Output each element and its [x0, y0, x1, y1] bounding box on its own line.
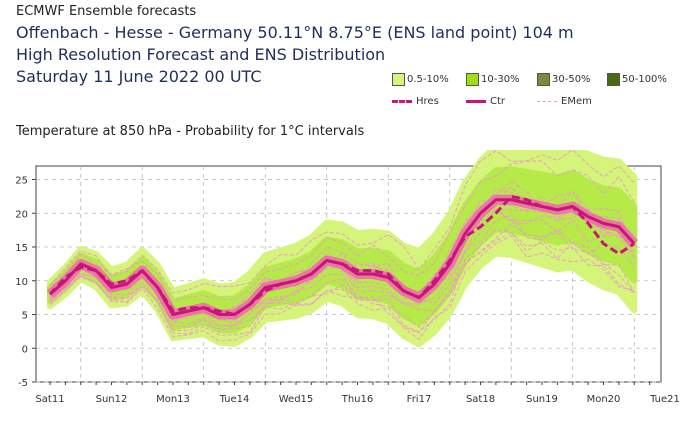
emem-line-swatch — [537, 101, 557, 102]
legend-label: EMem — [561, 96, 592, 107]
temperature-chart: -5 0 5 10 15 20 25 Sat11 Sun12 Mon13 Tue14 Wed15 Thu… — [15, 150, 680, 406]
x-tick-label: Sun19 — [526, 394, 558, 405]
y-tick-label: 10 — [15, 277, 28, 288]
forecast-date: Saturday 11 June 2022 00 UTC — [16, 67, 262, 86]
y-tick-label: 0 — [22, 344, 28, 355]
source-title: ECMWF Ensemble forecasts — [16, 4, 197, 19]
emem-line — [49, 160, 635, 302]
legend-label: 0.5-10% — [407, 74, 449, 85]
x-tick-label: Sat18 — [466, 394, 495, 405]
emem-line — [49, 223, 635, 333]
legend-label: Hres — [416, 96, 439, 107]
x-tick-label: Tue21 — [649, 394, 680, 405]
swatch-50-100 — [607, 73, 620, 86]
chart-title: Temperature at 850 hPa - Probability for… — [16, 124, 365, 139]
legend-item-emem: EMem — [537, 96, 592, 107]
legend-label: 50-100% — [622, 74, 667, 85]
x-tick-label: Sat11 — [35, 394, 64, 405]
legend-label: 30-50% — [552, 74, 591, 85]
emem-line — [49, 235, 635, 342]
axes: -5 0 5 10 15 20 25 Sat11 Sun12 Mon13 Tue14 Wed15 Thu… — [15, 176, 680, 406]
ctr-line-swatch — [466, 100, 486, 103]
y-tick-label: 25 — [15, 176, 28, 187]
swatch-10-30 — [466, 73, 479, 86]
swatch-0-5-10 — [392, 73, 405, 86]
emem-line — [49, 232, 635, 336]
legend-label: Ctr — [490, 96, 506, 107]
emem-line — [49, 150, 635, 294]
product-title: High Resolution Forecast and ENS Distrib… — [16, 45, 386, 64]
legend-item-prob-2: 10-30% — [466, 73, 520, 86]
forecast-lines — [48, 194, 636, 316]
emem-line — [49, 229, 635, 333]
x-tick-label: Sun12 — [96, 394, 128, 405]
y-tick-label: 5 — [22, 311, 28, 322]
hres-line — [48, 194, 636, 316]
x-tick-label: Wed15 — [279, 394, 314, 405]
swatch-30-50 — [537, 73, 550, 86]
legend-item-prob-3: 30-50% — [537, 73, 591, 86]
emem-line — [49, 192, 635, 314]
location-title: Offenbach - Hesse - Germany 50.11°N 8.75… — [16, 23, 574, 42]
legend-item-prob-1: 0.5-10% — [392, 73, 449, 86]
y-tick-label: 20 — [15, 209, 28, 220]
y-tick-label: -5 — [18, 378, 28, 389]
legend-item-ctr: Ctr — [466, 96, 505, 107]
x-tick-label: Tue14 — [219, 394, 250, 405]
x-tick-label: Thu16 — [341, 394, 374, 405]
x-tick-label: Mon13 — [156, 394, 190, 405]
legend-item-prob-4: 50-100% — [607, 73, 667, 86]
legend-label: 10-30% — [481, 74, 520, 85]
hres-line-swatch — [392, 100, 412, 103]
legend: 0.5-10% 10-30% 30-50% 50-100% Hres Ctr E… — [392, 73, 682, 113]
x-tick-label: Fri17 — [407, 394, 432, 405]
x-tick-label: Mon20 — [587, 394, 621, 405]
legend-item-hres: Hres — [392, 96, 439, 107]
y-tick-label: 15 — [15, 243, 28, 254]
